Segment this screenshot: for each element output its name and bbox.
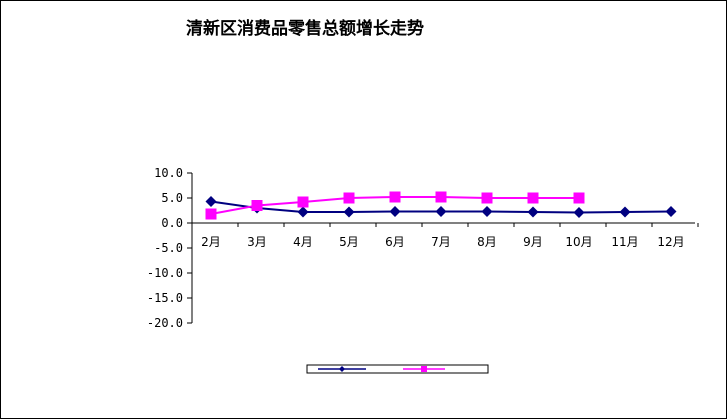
y-tick-label: 5.0: [161, 191, 183, 205]
x-tick-label: 8月: [477, 235, 497, 249]
y-tick-label: 0.0: [161, 216, 183, 230]
series-layer: [205, 191, 677, 220]
x-tick-label: 11月: [611, 235, 638, 249]
y-tick-label: -5.0: [154, 241, 183, 255]
data-point: [435, 191, 447, 203]
legend-box: [306, 364, 489, 374]
legend: [306, 364, 489, 374]
data-point: [205, 196, 217, 207]
x-ticks: 2月 3月 4月 5月 6月 7月 8月 9月 10月 11月 12月: [191, 223, 699, 249]
data-point: [435, 206, 447, 217]
legend-marker-series-1: [339, 366, 345, 372]
data-point: [343, 206, 355, 218]
y-tick-label: -20.0: [147, 316, 183, 330]
data-point: [205, 208, 217, 220]
data-point: [297, 206, 309, 218]
data-point: [527, 192, 539, 204]
x-tick-label: 3月: [247, 235, 267, 249]
x-tick-label: 9月: [523, 235, 543, 249]
data-point: [481, 192, 493, 204]
x-tick-label: 5月: [339, 235, 359, 249]
y-tick-label: -15.0: [147, 291, 183, 305]
data-point: [251, 200, 263, 211]
data-point: [389, 191, 401, 203]
data-point: [527, 206, 539, 218]
x-tick-label: 6月: [385, 235, 405, 249]
y-tick-label: 10.0: [154, 166, 183, 180]
data-point: [297, 196, 309, 208]
y-ticks: 10.0 5.0 0.0 -5.0 -10.0 -15.0 -20.0: [147, 166, 192, 330]
data-point: [573, 207, 585, 218]
chart-title: 清新区消费品零售总额增长走势: [186, 19, 424, 39]
data-point: [619, 206, 631, 218]
data-point: [481, 206, 493, 217]
x-tick-label: 12月: [657, 235, 684, 249]
data-point: [389, 206, 401, 217]
series-2: [205, 191, 585, 220]
x-tick-label: 2月: [201, 235, 221, 249]
y-tick-label: -10.0: [147, 266, 183, 280]
data-point: [343, 192, 355, 204]
x-tick-label: 7月: [431, 235, 451, 249]
data-point: [573, 192, 585, 204]
x-tick-label: 10月: [565, 235, 592, 249]
data-point: [665, 206, 677, 217]
legend-marker-series-2: [421, 366, 427, 372]
x-tick-label: 4月: [293, 235, 313, 249]
